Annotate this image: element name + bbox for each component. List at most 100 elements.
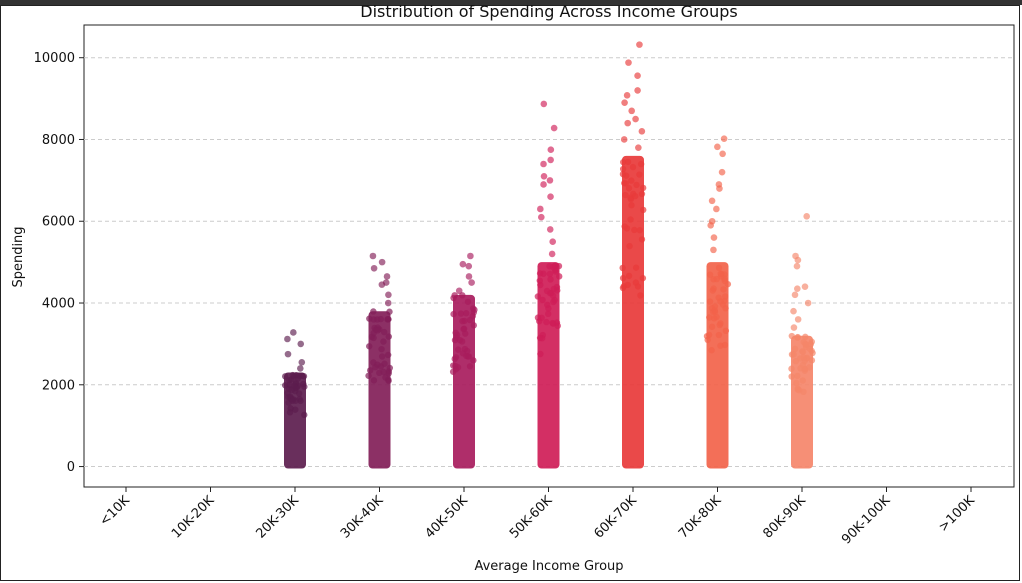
data-point	[619, 274, 627, 282]
y-tick-label: 4000	[42, 297, 75, 312]
data-point	[449, 368, 457, 375]
outlier-point	[628, 107, 635, 115]
data-point	[370, 334, 377, 342]
outlier-point	[719, 150, 726, 158]
data-point	[640, 206, 647, 214]
data-point	[451, 355, 458, 363]
data-point	[370, 308, 377, 315]
data-point	[629, 163, 637, 171]
data-point	[715, 264, 723, 272]
data-point	[620, 158, 627, 166]
data-point	[632, 264, 640, 271]
outlier-point	[710, 246, 717, 254]
data-point	[300, 373, 308, 380]
data-point	[715, 331, 723, 339]
data-point	[621, 223, 628, 230]
data-point	[639, 184, 647, 192]
outlier-point	[284, 335, 291, 343]
data-point	[788, 373, 795, 380]
data-point	[374, 327, 382, 334]
data-point	[628, 202, 635, 209]
data-point	[628, 177, 635, 184]
data-point	[289, 397, 296, 405]
outlier-point	[708, 217, 716, 225]
x-axis-ticks: <10K 10K-20K 20K-30K 30K-40K 40K-50K 50K-60K 6…	[97, 487, 978, 547]
x-tick-label: >100K	[936, 493, 978, 535]
data-point	[720, 286, 727, 293]
outlier-point	[290, 329, 297, 336]
outlier-point	[624, 119, 631, 127]
strip-group	[534, 100, 563, 469]
data-point	[546, 270, 554, 278]
data-point	[537, 281, 544, 289]
strip-dense-core	[368, 311, 391, 469]
data-point	[536, 270, 544, 277]
outlier-point	[298, 359, 306, 366]
data-point	[294, 375, 302, 382]
outlier-point	[540, 181, 547, 188]
outlier-point	[625, 59, 632, 66]
data-point	[554, 287, 561, 294]
data-point	[721, 341, 729, 349]
data-point	[460, 325, 467, 333]
data-point	[806, 345, 813, 352]
outlier-point	[465, 273, 473, 280]
data-point	[808, 357, 816, 364]
data-point	[463, 352, 470, 360]
data-point	[636, 227, 643, 234]
data-point	[385, 333, 392, 340]
window-top-bar	[0, 0, 1022, 5]
outlier-point	[794, 285, 801, 293]
outlier-point	[714, 143, 721, 151]
data-point	[795, 387, 803, 394]
outlier-point	[537, 205, 544, 213]
data-point	[534, 314, 542, 321]
x-tick-label: 10K-20K	[169, 493, 218, 542]
outlier-point	[459, 260, 467, 268]
data-point	[378, 345, 385, 353]
x-tick-label: 60K-70K	[591, 493, 640, 542]
data-point	[708, 323, 716, 330]
y-tick-label: 8000	[42, 133, 75, 148]
data-point	[301, 411, 308, 419]
data-point	[457, 310, 465, 317]
data-point	[705, 331, 713, 339]
outlier-point	[791, 291, 799, 299]
data-point	[624, 158, 632, 166]
data-point	[713, 275, 720, 283]
data-point	[722, 293, 729, 300]
outlier-point	[790, 307, 797, 315]
outlier-point	[385, 291, 392, 299]
outlier-point	[384, 299, 392, 307]
outlier-point	[801, 283, 809, 290]
data-point	[639, 274, 647, 282]
y-tick-label: 0	[67, 460, 75, 475]
x-tick-label: 40K-50K	[422, 493, 471, 542]
outlier-point	[540, 172, 548, 180]
data-point	[543, 287, 551, 295]
chart-title: Distribution of Spending Across Income G…	[360, 2, 737, 21]
data-point	[450, 362, 457, 369]
outlier-point	[793, 262, 801, 270]
outlier-point	[455, 287, 463, 295]
data-point	[788, 332, 796, 340]
y-axis-ticks: 0 2000 4000 6000 8000 10000	[34, 51, 84, 475]
data-point	[470, 322, 478, 329]
data-point	[622, 180, 629, 187]
data-point	[386, 308, 393, 315]
data-point	[456, 336, 464, 344]
data-point	[802, 333, 809, 341]
data-point	[717, 298, 724, 305]
x-tick-label: 30K-40K	[338, 493, 387, 542]
data-point	[551, 296, 558, 304]
data-point	[464, 298, 472, 305]
data-point	[544, 301, 551, 309]
data-point	[806, 364, 813, 371]
data-point	[794, 333, 801, 341]
outlier-point	[710, 234, 718, 241]
x-tick-label: 20K-30K	[253, 493, 302, 542]
data-point	[454, 346, 462, 353]
outlier-point	[378, 258, 386, 266]
data-point	[638, 190, 646, 198]
outlier-point	[632, 115, 639, 123]
